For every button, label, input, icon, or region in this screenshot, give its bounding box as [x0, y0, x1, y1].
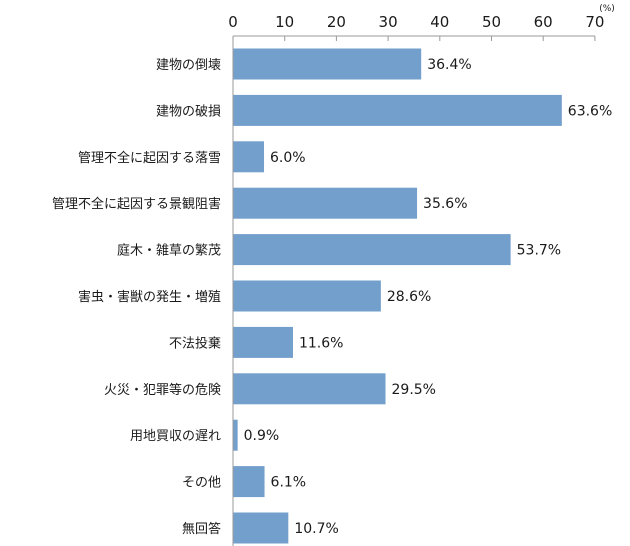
- data-label: 11.6%: [299, 335, 343, 351]
- category-labels: 建物の倒壊建物の破損管理不全に起因する落雪管理不全に起因する景観阻害庭木・雑草の…: [52, 58, 221, 537]
- category-label: 害虫・害獣の発生・増殖: [78, 289, 221, 305]
- x-tick-label: 10: [275, 13, 294, 31]
- bar: [233, 48, 422, 80]
- data-label: 0.9%: [244, 428, 280, 444]
- category-label: その他: [182, 476, 221, 491]
- data-label: 28.6%: [387, 289, 431, 305]
- x-axis: 0 10 20 30 40 50 60 70: [228, 13, 604, 41]
- data-label: 35.6%: [423, 196, 467, 212]
- data-label: 6.0%: [270, 150, 306, 166]
- x-tick-label: 50: [482, 13, 501, 31]
- data-label: 10.7%: [294, 521, 338, 537]
- data-label: 6.1%: [271, 475, 307, 491]
- category-label: 建物の倒壊: [156, 58, 221, 73]
- bar: [233, 419, 238, 451]
- bar: [233, 94, 562, 126]
- data-label: 53.7%: [517, 243, 561, 259]
- category-label: 建物の破損: [156, 104, 221, 119]
- category-label: 無回答: [182, 521, 221, 537]
- category-label: 管理不全に起因する落雪: [78, 150, 221, 166]
- data-label: 63.6%: [568, 103, 612, 119]
- x-tick-label: 70: [585, 13, 604, 31]
- category-label: 火災・犯罪等の危険: [104, 382, 221, 398]
- bar: [233, 466, 265, 498]
- bar: [233, 373, 386, 405]
- bar: [233, 280, 381, 312]
- x-tick-label: 40: [430, 13, 449, 31]
- x-axis-unit-label: (%): [599, 4, 615, 14]
- x-tick-label: 30: [379, 13, 398, 31]
- x-tick-label: 20: [327, 13, 346, 31]
- data-label: 29.5%: [392, 382, 436, 398]
- bar-series: [233, 48, 562, 544]
- x-tick-label: 60: [534, 13, 553, 31]
- bar: [233, 512, 289, 544]
- category-label: 用地買収の遅れ: [130, 429, 221, 444]
- bar: [233, 141, 265, 173]
- bar: [233, 326, 293, 358]
- category-label: 不法投棄: [169, 335, 221, 351]
- category-label: 庭木・雑草の繁茂: [117, 243, 221, 259]
- data-label: 36.4%: [427, 57, 471, 73]
- bar: [233, 234, 511, 266]
- bar: [233, 187, 418, 219]
- data-labels: 36.4% 63.6% 6.0% 35.6% 53.7% 28.6% 11.6% 29.5% 0…: [244, 57, 613, 537]
- category-label: 管理不全に起因する景観阻害: [52, 196, 221, 212]
- x-tick-label: 0: [228, 13, 238, 31]
